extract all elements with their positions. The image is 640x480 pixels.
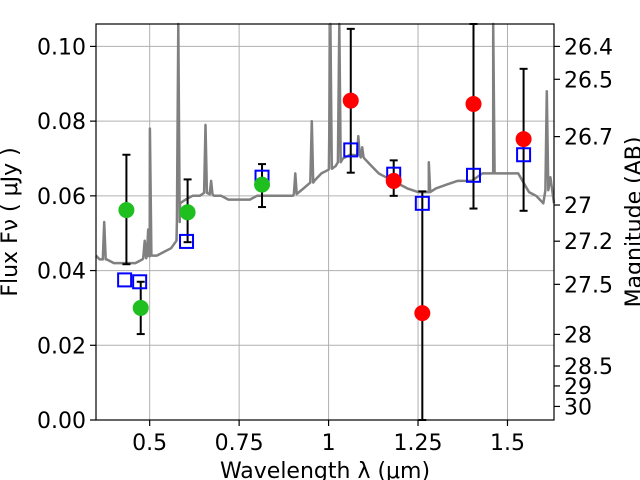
model-band-square — [132, 274, 148, 290]
right-tick-label: 27.5 — [564, 273, 613, 298]
right-tick-label: 26.4 — [564, 35, 613, 60]
y-tick-label: 0.10 — [37, 35, 86, 60]
right-tick-label: 27.2 — [564, 230, 613, 255]
right-tick-label: 26.7 — [564, 126, 613, 151]
data-points — [117, 92, 532, 322]
right-tick-label: 30 — [564, 395, 592, 420]
nondetection-point — [515, 131, 532, 148]
plot-frame — [95, 23, 555, 421]
right-tick-label: 29 — [564, 375, 592, 400]
x-tick-label: 0.75 — [215, 431, 264, 456]
x-tick-label: 1.25 — [394, 431, 443, 456]
right-tick-label: 27 — [564, 194, 592, 219]
x-tick-label: 1 — [322, 431, 336, 456]
right-tick-label: 28 — [564, 323, 592, 348]
detection-point — [132, 299, 149, 316]
model-band-square — [117, 272, 133, 288]
y-tick-label: 0.04 — [37, 260, 86, 285]
axis-ticks: 0.5 0.75 1 1.25 1.5 0.00 0.02 0.04 0.06 0.08 0.10 2… — [37, 35, 613, 456]
model-band-square — [414, 195, 430, 211]
y-tick-label: 0.00 — [37, 409, 86, 434]
nondetection-point — [342, 92, 359, 109]
model-band-square — [179, 233, 195, 249]
detection-point — [118, 202, 135, 219]
nondetection-point — [385, 172, 402, 189]
y-tick-label: 0.08 — [37, 110, 86, 135]
right-tick-label: 28.5 — [564, 355, 613, 380]
x-tick-label: 1.5 — [490, 431, 525, 456]
nondetection-point — [465, 95, 482, 112]
grid-lines — [96, 24, 554, 421]
right-tick-label: 26.5 — [564, 68, 613, 93]
nondetection-point — [414, 305, 431, 322]
detection-point — [179, 204, 196, 221]
right-axis-label: Magnitude (AB) — [622, 137, 640, 308]
y-tick-label: 0.06 — [37, 185, 86, 210]
model-spectrum-line — [95, 22, 556, 265]
error-bars — [122, 23, 528, 421]
detection-point — [254, 176, 271, 193]
y-tick-label: 0.02 — [37, 334, 86, 359]
model-band-square — [465, 167, 481, 183]
x-tick-label: 0.5 — [132, 431, 167, 456]
y-axis-label: Flux Fν ( μJy ) — [0, 147, 23, 296]
model-band-square — [343, 142, 359, 158]
model-band-square — [516, 147, 532, 163]
x-axis-label: Wavelength λ (μm) — [220, 459, 430, 480]
model-spectrum — [95, 22, 556, 265]
